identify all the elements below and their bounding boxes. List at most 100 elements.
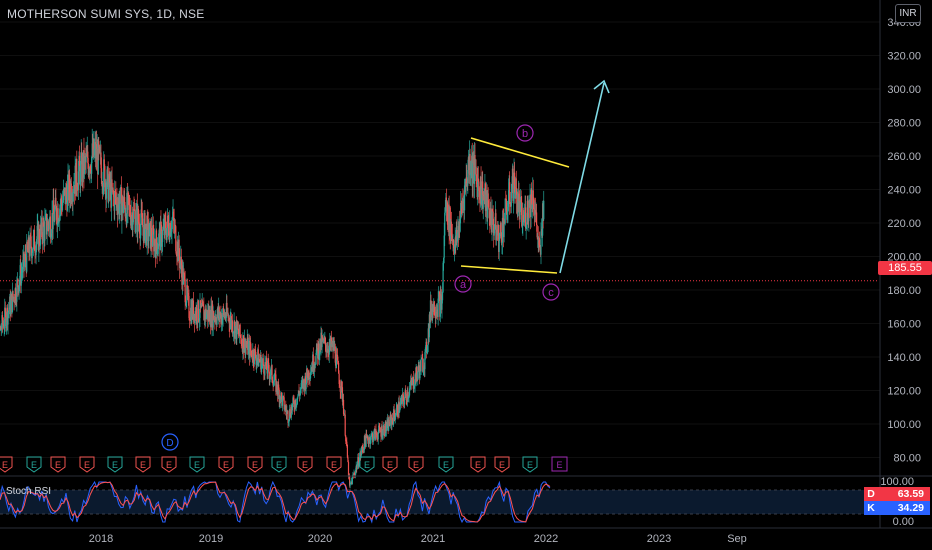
- candle-body: [11, 291, 14, 313]
- candle-body: [137, 208, 139, 222]
- upper-trendline: [470, 137, 570, 168]
- candle-body: [314, 364, 317, 366]
- candle-body: [396, 405, 399, 416]
- candle-body: [540, 231, 542, 255]
- candle-body: [104, 166, 106, 192]
- candle-body: [111, 179, 113, 190]
- candle-body: [450, 221, 452, 236]
- candle-body: [179, 262, 181, 269]
- candle-body: [372, 434, 374, 443]
- candle-body: [514, 172, 516, 192]
- candle-body: [405, 393, 407, 401]
- candle-body: [143, 218, 145, 241]
- candle-body: [47, 220, 49, 231]
- candle-body: [287, 411, 289, 423]
- candle-body: [44, 219, 46, 241]
- stoch-tick-label: 0.00: [893, 516, 914, 528]
- candle-body: [32, 235, 34, 250]
- earnings-label: E: [387, 460, 393, 470]
- candle-body: [154, 239, 156, 246]
- candle-body: [287, 421, 290, 423]
- candle-body: [451, 235, 454, 242]
- candle-body: [395, 408, 397, 416]
- candle-body: [407, 396, 410, 399]
- candle-body: [507, 190, 510, 207]
- candle-body: [410, 380, 412, 383]
- candle-body: [527, 200, 529, 217]
- candle-body: [19, 279, 21, 286]
- candle-body: [188, 317, 191, 321]
- candle-body: [58, 219, 60, 223]
- earnings-label: E: [31, 460, 37, 470]
- candle-body: [245, 345, 247, 355]
- candle-body: [300, 389, 302, 392]
- candle-body: [437, 298, 439, 317]
- earnings-badge: [470, 456, 486, 473]
- candle-body: [494, 226, 496, 230]
- candle-body: [363, 435, 366, 450]
- candle-body: [385, 428, 388, 432]
- candle-body: [175, 226, 177, 252]
- candle-body: [383, 425, 385, 436]
- candle-body: [138, 223, 141, 234]
- earnings-badge-upcoming: [551, 456, 568, 472]
- candle-body: [100, 168, 103, 185]
- earnings-label: E: [84, 460, 90, 470]
- time-tick-label: 2023: [647, 533, 671, 545]
- candle-body: [475, 166, 477, 176]
- candle-body: [44, 215, 47, 220]
- candle-body: [536, 224, 538, 238]
- candle-body: [301, 382, 303, 384]
- candle-body: [105, 186, 108, 199]
- candle-body: [416, 366, 418, 375]
- candle-body: [7, 312, 9, 325]
- candle-body: [501, 242, 503, 244]
- wave-label-b: b: [522, 128, 528, 140]
- candle-body: [391, 417, 394, 420]
- candle-body: [438, 295, 440, 299]
- candle-body: [417, 372, 419, 380]
- candle-body: [200, 304, 202, 308]
- candle-body: [460, 203, 462, 205]
- candle-body: [108, 184, 110, 202]
- candle-body: [388, 419, 390, 426]
- candle-body: [435, 312, 437, 319]
- candle-body: [272, 379, 274, 384]
- candle-body: [280, 392, 282, 403]
- candle-body: [526, 222, 528, 227]
- candle-body: [162, 229, 164, 243]
- candle-body: [18, 285, 20, 294]
- candle-body: [251, 350, 253, 358]
- earnings-label: E: [443, 460, 449, 470]
- candle-body: [142, 224, 144, 228]
- candle-body: [515, 178, 517, 189]
- candle-body: [221, 317, 224, 325]
- currency-button[interactable]: INR: [895, 4, 921, 23]
- candle-body: [1, 315, 4, 325]
- candle-body: [175, 251, 177, 255]
- earnings-label: E: [55, 460, 61, 470]
- candle-body: [278, 384, 280, 390]
- earnings-badge: [189, 456, 205, 473]
- candle-body: [490, 208, 492, 228]
- earnings-badge: [382, 456, 398, 473]
- candle-body: [328, 345, 330, 355]
- candle-body: [113, 194, 115, 196]
- candle-body: [543, 200, 545, 220]
- candle-body: [55, 197, 57, 206]
- candle-body: [504, 198, 506, 224]
- candle-body: [72, 192, 74, 203]
- candle-body: [454, 244, 456, 254]
- candle-body: [477, 178, 479, 182]
- candle-body: [542, 203, 544, 236]
- candle-body: [93, 139, 95, 156]
- candle-body: [521, 225, 523, 227]
- earnings-badge: [359, 456, 375, 473]
- wave-circle-a: [454, 275, 472, 293]
- candle-body: [305, 382, 307, 390]
- earnings-label: E: [276, 460, 282, 470]
- wave-label-a: a: [460, 279, 467, 291]
- candle-body: [25, 254, 27, 262]
- candle-body: [516, 188, 518, 214]
